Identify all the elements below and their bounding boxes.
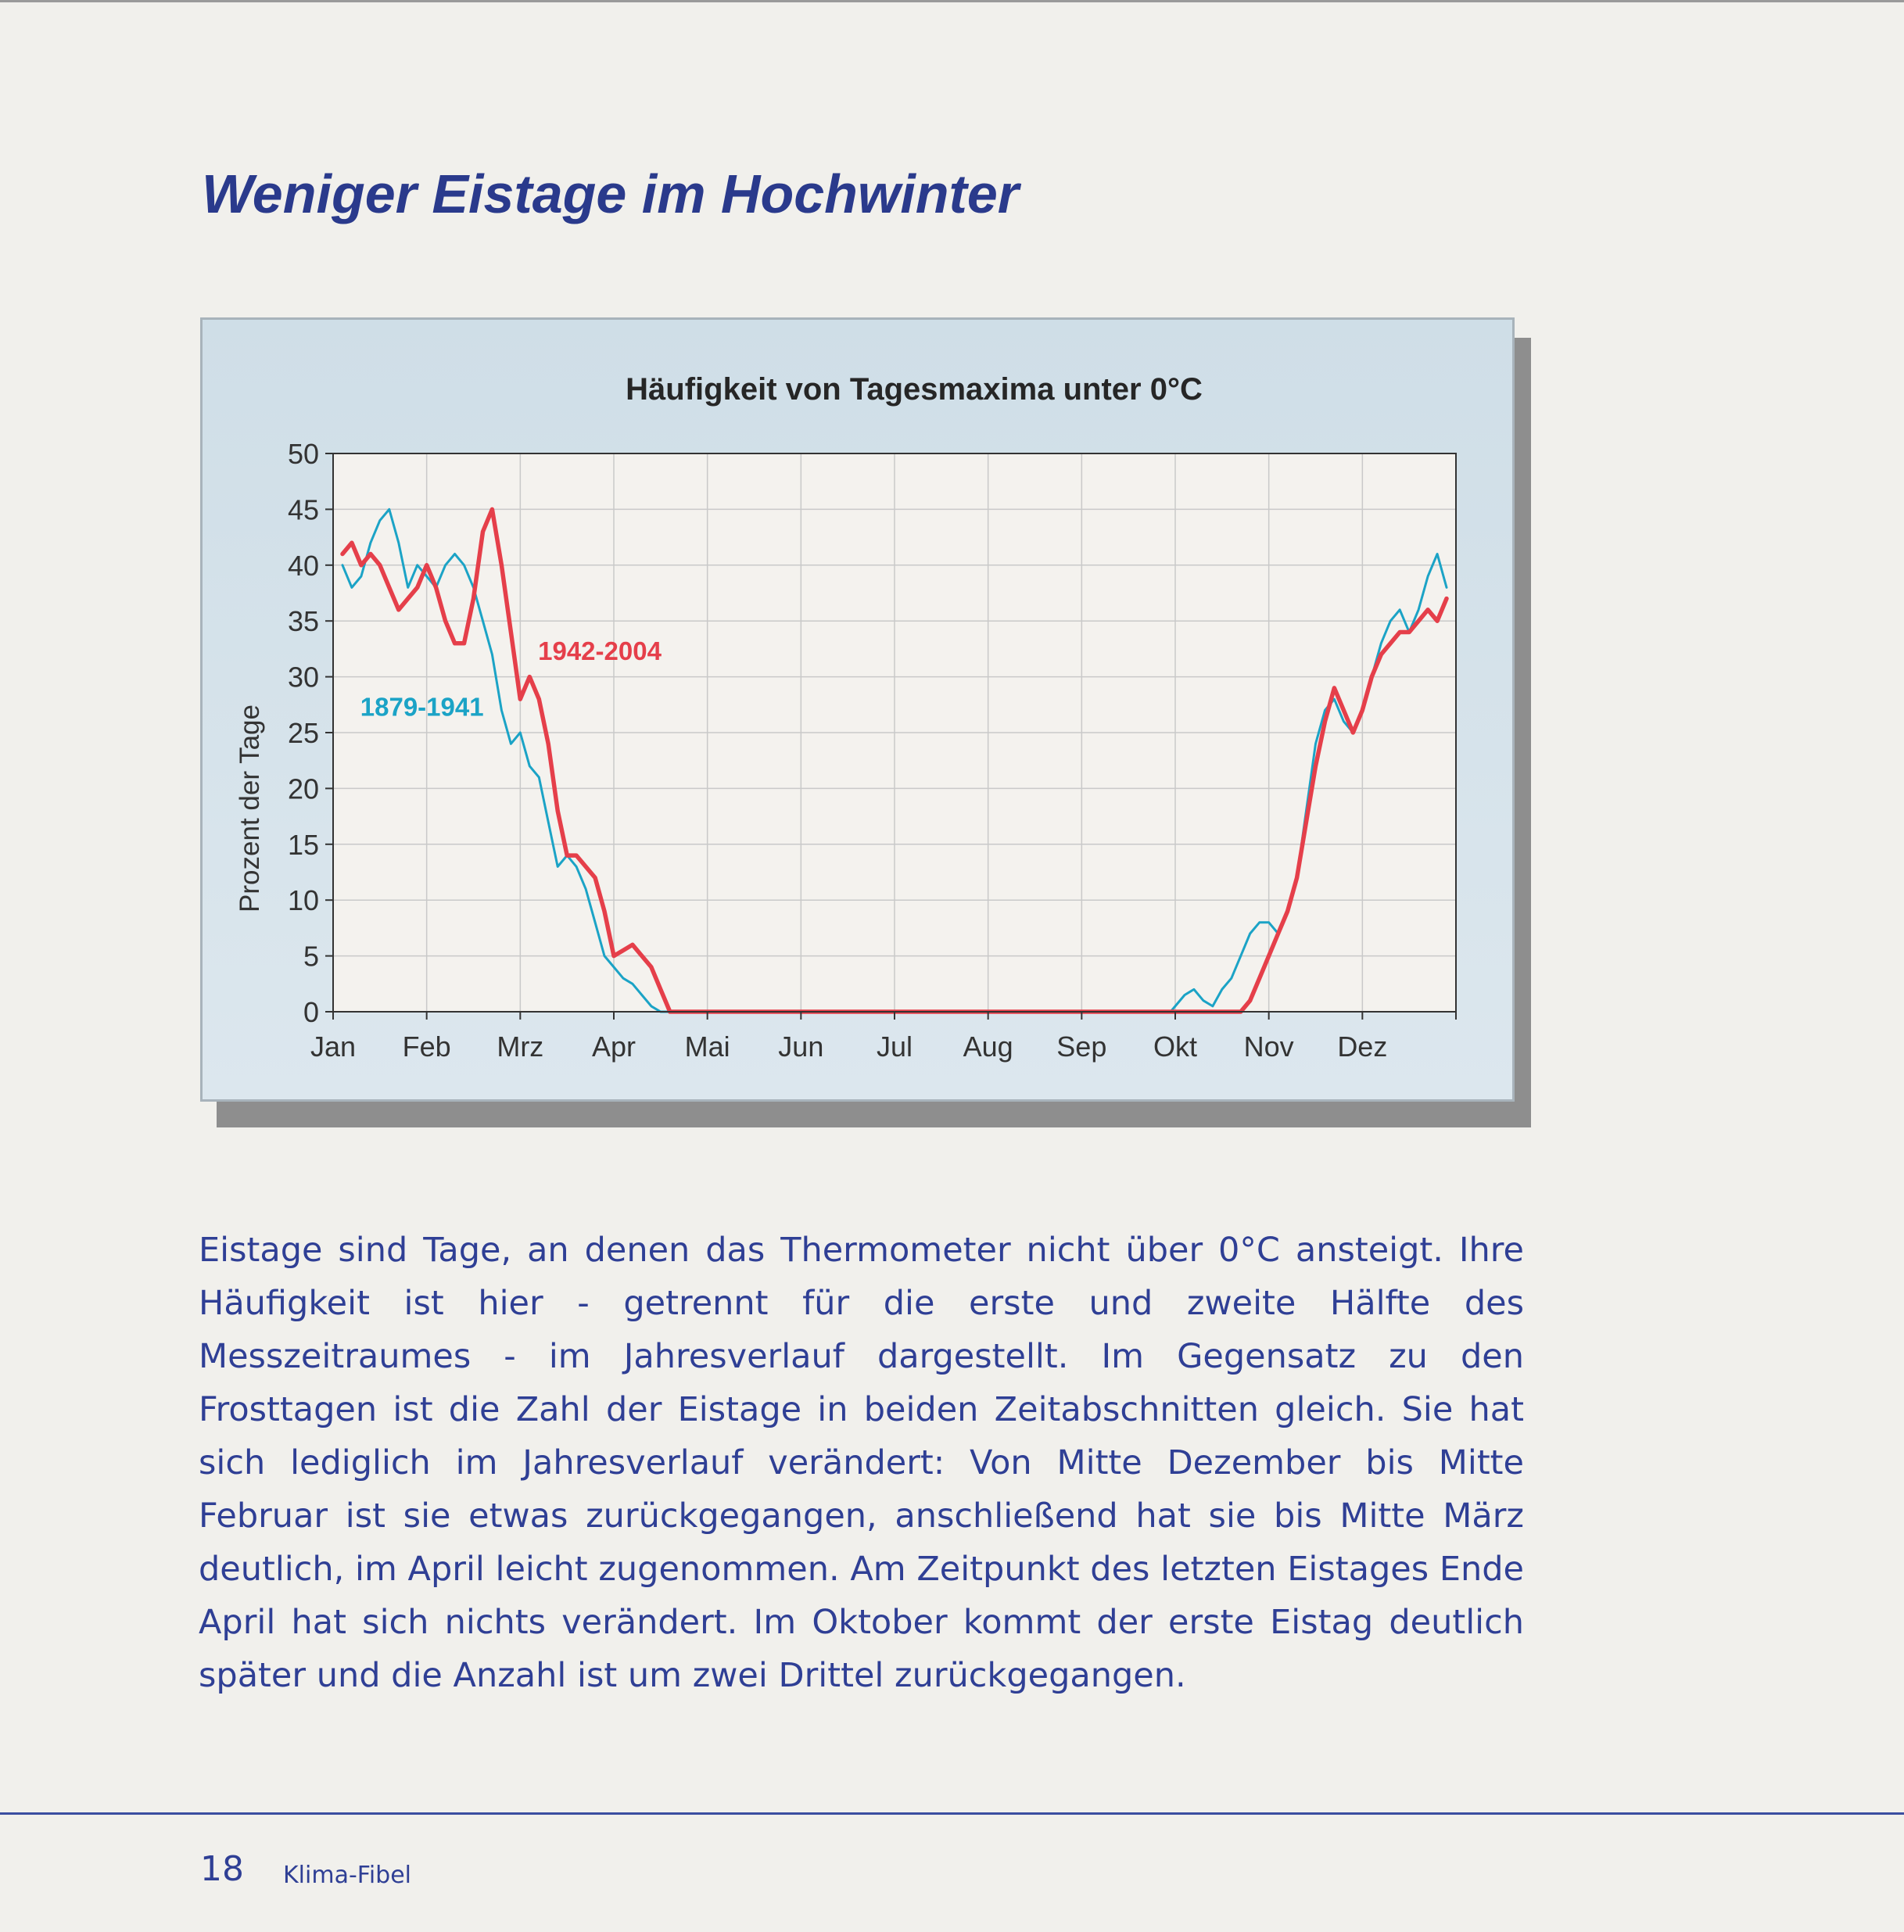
y-tick-label: 25 (288, 717, 319, 749)
x-tick-label: Feb (403, 1031, 451, 1063)
y-tick-label: 40 (288, 550, 319, 582)
page-title: Weniger Eistage im Hochwinter (202, 163, 1020, 224)
y-tick-label: 10 (288, 884, 319, 916)
x-tick-label: Jul (877, 1031, 913, 1063)
x-tick-label: Jan (310, 1031, 356, 1063)
chart-axes (325, 453, 1457, 1020)
y-tick-label: 35 (288, 605, 319, 637)
footer-rule (0, 1812, 1904, 1815)
y-tick-label: 15 (288, 829, 319, 861)
body-paragraph: Eistage sind Tage, an denen das Thermome… (199, 1231, 1524, 1695)
x-tick-label: Dez (1337, 1031, 1387, 1063)
y-tick-label: 50 (288, 438, 319, 470)
y-axis-label: Prozent der Tage (235, 704, 265, 912)
x-tick-label: Mrz (497, 1031, 543, 1063)
y-tick-label: 5 (303, 941, 319, 973)
publication-name: Klima-Fibel (283, 1862, 412, 1889)
series-label-1942-2004: 1942-2004 (538, 636, 662, 665)
chart-annotations: 1879-1941 1942-2004 (360, 636, 662, 721)
x-tick-label: Aug (963, 1031, 1013, 1063)
top-border (0, 0, 1904, 2)
x-tick-label: Okt (1153, 1031, 1197, 1063)
x-tick-label: Apr (592, 1031, 636, 1063)
series-line-1942-2004 (340, 507, 1449, 1014)
chart-title: Häufigkeit von Tagesmaxima unter 0°C (626, 372, 1203, 407)
y-tick-label: 0 (303, 996, 319, 1028)
y-tick-label: 45 (288, 493, 319, 525)
x-tick-label: Mai (685, 1031, 730, 1063)
y-tick-label: 20 (288, 772, 319, 805)
chart-tick-labels: 0 5 10 15 20 25 30 35 40 45 50 Jan Feb Mrz Apr Mai Jun Ju… (288, 438, 1387, 1063)
x-tick-label: Nov (1244, 1031, 1294, 1063)
page-number: 18 (200, 1849, 244, 1889)
y-tick-label: 30 (288, 661, 319, 694)
series-label-1879-1941: 1879-1941 (360, 693, 484, 722)
x-tick-label: Jun (778, 1031, 823, 1063)
x-tick-label: Sep (1056, 1031, 1106, 1063)
ice-days-chart: Häufigkeit von Tagesmaxima unter 0°C 0 5 1… (235, 372, 1457, 1063)
